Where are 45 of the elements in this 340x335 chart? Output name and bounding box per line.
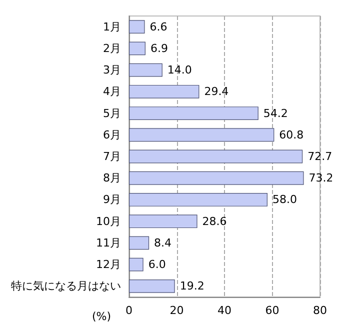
y-tick-label: 2月 [103, 42, 121, 55]
x-tick-label: 20 [170, 304, 184, 317]
y-tick-label: 4月 [103, 85, 121, 98]
x-axis-title: (%) [92, 310, 111, 323]
bar [129, 106, 258, 120]
data-label: 19.2 [180, 280, 204, 293]
x-tick-label: 0 [126, 304, 132, 317]
data-label: 8.4 [154, 236, 172, 250]
y-tick-label: 8月 [103, 172, 121, 185]
bar [129, 20, 145, 34]
data-label: 72.7 [308, 150, 332, 163]
y-tick-label: 6月 [103, 128, 121, 142]
data-label: 6.9 [150, 42, 168, 55]
bar [129, 171, 304, 185]
bar [129, 84, 200, 98]
data-label: 6.6 [150, 20, 168, 34]
y-tick-label: 9月 [103, 193, 121, 206]
bar [129, 258, 144, 272]
y-tick-label: 特に気になる月はない [11, 280, 121, 293]
data-label: 60.8 [279, 128, 304, 142]
y-tick-label: 7月 [103, 150, 121, 163]
data-label: 28.6 [202, 214, 227, 228]
data-label: 54.2 [263, 106, 288, 120]
data-label: 14.0 [167, 64, 192, 77]
data-label: 58.0 [272, 193, 297, 206]
bar [129, 279, 175, 293]
data-label: 29.4 [204, 85, 229, 98]
bar [129, 63, 162, 77]
x-tick-label: 60 [265, 304, 280, 317]
x-tick-label: 80 [313, 304, 327, 317]
y-tick-label: 10月 [96, 214, 121, 228]
bar [129, 42, 146, 56]
bar [129, 214, 198, 228]
bar [129, 236, 150, 250]
data-label: 73.2 [308, 172, 334, 185]
bar [129, 193, 268, 206]
y-tick-label: 1月 [103, 20, 121, 34]
y-tick-label: 5月 [103, 106, 121, 120]
data-label: 6.0 [148, 258, 166, 272]
bar [129, 128, 274, 142]
x-tick-label: 40 [218, 304, 232, 317]
y-tick-label: 11月 [96, 236, 121, 250]
y-tick-label: 3月 [103, 64, 121, 77]
bar [129, 150, 303, 164]
y-tick-label: 12月 [96, 258, 121, 272]
